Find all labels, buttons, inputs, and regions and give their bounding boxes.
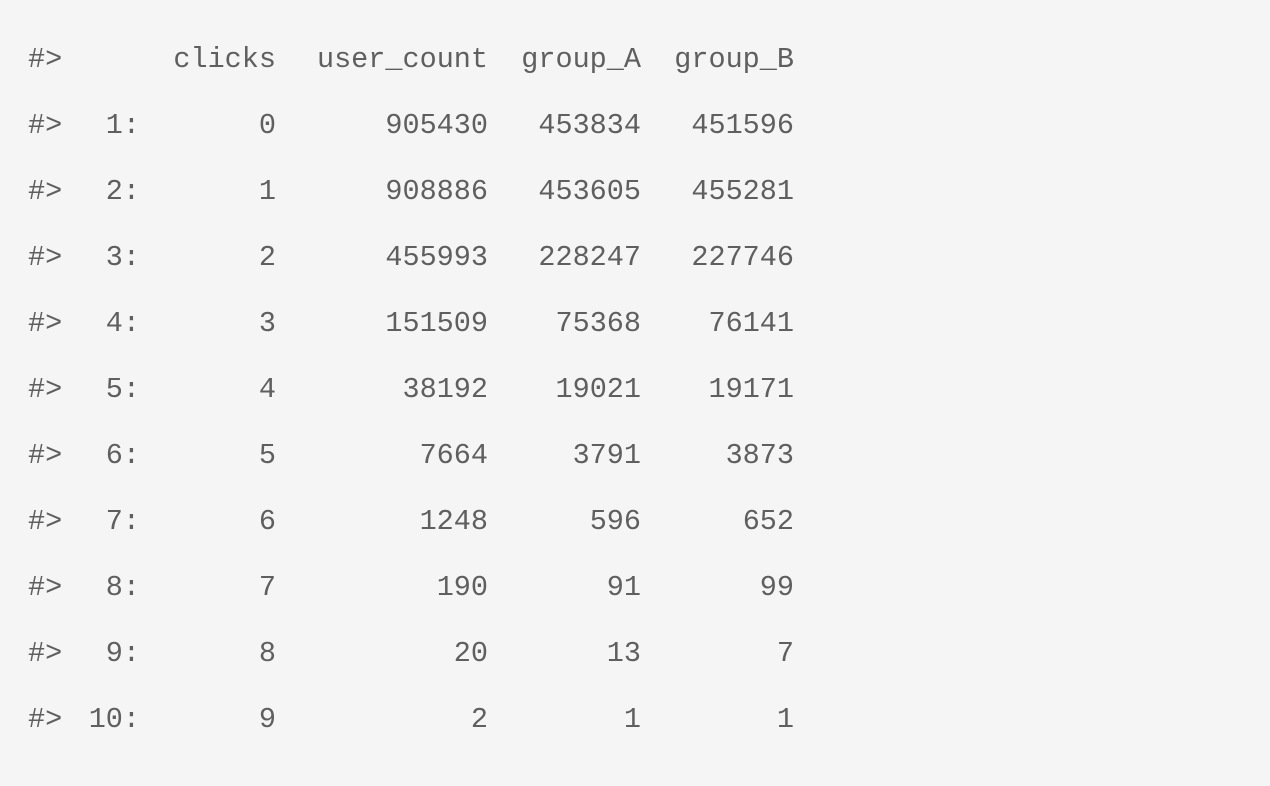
cell-user-count: 151509 xyxy=(385,307,488,340)
cell-user-count: 908886 xyxy=(385,175,488,208)
output-prompt: #> xyxy=(28,109,63,142)
cell-user-count: 38192 xyxy=(402,373,488,406)
column-header-group-a: group_A xyxy=(521,43,641,76)
cell-user-count: 190 xyxy=(436,571,488,604)
cell-clicks: 1 xyxy=(258,175,276,208)
cell-user-count: 1248 xyxy=(419,505,488,538)
cell-clicks: 9 xyxy=(258,703,276,736)
output-prompt: #> xyxy=(28,703,63,736)
output-prompt: #> xyxy=(28,637,63,670)
cell-group-b: 455281 xyxy=(691,175,794,208)
cell-group-b: 7 xyxy=(776,637,794,670)
cell-group-a: 453834 xyxy=(538,109,641,142)
output-prompt: #> xyxy=(28,571,63,604)
cell-group-b: 227746 xyxy=(691,241,794,274)
table-row: #> 4: 3 151509 75368 76141 xyxy=(0,291,1270,357)
row-index: 3: xyxy=(105,241,140,274)
table-header-row: #> clicks user_count group_A group_B xyxy=(0,27,1270,93)
table-row: #> 3: 2 455993 228247 227746 xyxy=(0,225,1270,291)
row-index: 5: xyxy=(105,373,140,406)
row-index: 2: xyxy=(105,175,140,208)
cell-group-b: 99 xyxy=(759,571,794,604)
output-prompt: #> xyxy=(28,439,63,472)
cell-clicks: 8 xyxy=(258,637,276,670)
cell-user-count: 20 xyxy=(453,637,488,670)
table-row: #> 9: 8 20 13 7 xyxy=(0,621,1270,687)
row-index: 8: xyxy=(105,571,140,604)
cell-group-a: 75368 xyxy=(555,307,641,340)
cell-user-count: 905430 xyxy=(385,109,488,142)
cell-group-a: 13 xyxy=(606,637,641,670)
cell-clicks: 0 xyxy=(258,109,276,142)
cell-group-a: 1 xyxy=(623,703,641,736)
table-row: #> 5: 4 38192 19021 19171 xyxy=(0,357,1270,423)
cell-clicks: 5 xyxy=(258,439,276,472)
cell-group-a: 91 xyxy=(606,571,641,604)
output-prompt: #> xyxy=(28,307,63,340)
table-row: #> 1: 0 905430 453834 451596 xyxy=(0,93,1270,159)
row-index: 6: xyxy=(105,439,140,472)
table-row: #> 2: 1 908886 453605 455281 xyxy=(0,159,1270,225)
cell-clicks: 2 xyxy=(258,241,276,274)
cell-group-b: 19171 xyxy=(708,373,794,406)
cell-clicks: 6 xyxy=(258,505,276,538)
column-header-user-count: user_count xyxy=(316,43,488,76)
table-row: #> 10: 9 2 1 1 xyxy=(0,687,1270,753)
row-index: 10: xyxy=(88,703,140,736)
row-index: 9: xyxy=(105,637,140,670)
output-prompt: #> xyxy=(28,241,63,274)
output-prompt: #> xyxy=(28,505,63,538)
cell-clicks: 7 xyxy=(258,571,276,604)
cell-group-b: 451596 xyxy=(691,109,794,142)
cell-group-a: 3791 xyxy=(572,439,641,472)
row-index: 1: xyxy=(105,109,140,142)
cell-clicks: 4 xyxy=(258,373,276,406)
row-index: 4: xyxy=(105,307,140,340)
output-prompt: #> xyxy=(28,43,63,76)
cell-user-count: 455993 xyxy=(385,241,488,274)
cell-group-a: 453605 xyxy=(538,175,641,208)
column-header-clicks: clicks xyxy=(173,43,276,76)
output-prompt: #> xyxy=(28,373,63,406)
cell-group-a: 596 xyxy=(589,505,641,538)
table-row: #> 8: 7 190 91 99 xyxy=(0,555,1270,621)
table-row: #> 6: 5 7664 3791 3873 xyxy=(0,423,1270,489)
cell-group-b: 76141 xyxy=(708,307,794,340)
cell-group-a: 19021 xyxy=(555,373,641,406)
table-row: #> 7: 6 1248 596 652 xyxy=(0,489,1270,555)
cell-group-b: 3873 xyxy=(725,439,794,472)
cell-user-count: 2 xyxy=(470,703,488,736)
column-header-group-b: group_B xyxy=(674,43,794,76)
cell-group-b: 652 xyxy=(742,505,794,538)
row-index: 7: xyxy=(105,505,140,538)
output-prompt: #> xyxy=(28,175,63,208)
cell-clicks: 3 xyxy=(258,307,276,340)
cell-group-a: 228247 xyxy=(538,241,641,274)
cell-group-b: 1 xyxy=(776,703,794,736)
cell-user-count: 7664 xyxy=(419,439,488,472)
